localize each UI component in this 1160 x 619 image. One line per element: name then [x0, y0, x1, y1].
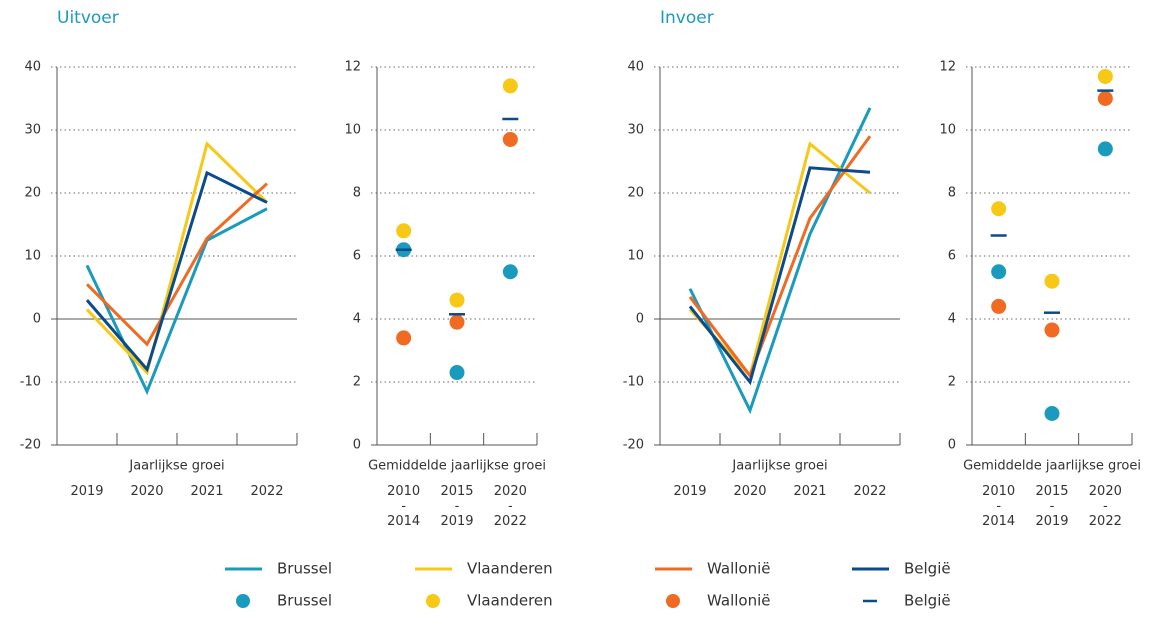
line-series — [85, 182, 269, 347]
legend-label: België — [904, 560, 951, 578]
x-tick-label: 2022 — [250, 484, 283, 499]
y-tick-label: -10 — [623, 375, 644, 390]
legend-label: Wallonië — [707, 592, 770, 610]
x-tick-label: 2010 -2014 — [387, 484, 420, 529]
y-tick-label: 10 — [24, 249, 41, 264]
line-series — [85, 140, 269, 376]
x-tick-label: 2019 — [70, 484, 103, 499]
x-tick-label: 2015 -2019 — [440, 484, 473, 529]
x-tick-label: 2020 — [130, 484, 163, 499]
dot-marker — [396, 223, 412, 239]
dot-marker — [1097, 141, 1113, 157]
legend-label: Vlaanderen — [467, 592, 553, 610]
chart-title: Uitvoer — [57, 8, 119, 28]
x-axis-label: Jaarlijkse groei — [731, 459, 827, 474]
dot-marker — [1044, 406, 1060, 421]
y-tick-label: -20 — [623, 438, 644, 453]
legend-label: Vlaanderen — [467, 560, 553, 578]
dot-marker — [991, 298, 1007, 314]
dot-marker — [1097, 68, 1113, 84]
x-tick-label: 2019 — [673, 484, 706, 499]
line-series — [688, 135, 872, 379]
legend-swatch — [426, 594, 440, 608]
dot-marker — [502, 131, 518, 147]
x-axis-label: Gemiddelde jaarlijkse groei — [963, 459, 1141, 474]
x-tick-label: 2020 -2022 — [494, 484, 527, 529]
dot-marker — [502, 78, 518, 94]
dot-marker — [449, 292, 465, 308]
y-tick-label: 0 — [636, 312, 644, 327]
y-tick-label: 40 — [627, 60, 644, 75]
y-tick-label: -10 — [20, 375, 41, 390]
line-series — [85, 207, 268, 396]
y-tick-label: 2 — [948, 375, 956, 390]
dot-marker — [991, 201, 1007, 217]
x-tick-label: 2021 — [190, 484, 223, 499]
y-tick-label: 0 — [353, 438, 361, 453]
y-tick-label: 40 — [24, 60, 41, 75]
dot-marker — [1097, 91, 1113, 106]
dot-marker — [449, 314, 465, 330]
y-tick-label: 12 — [939, 60, 956, 75]
legend-label: Wallonië — [707, 560, 770, 578]
dot-marker — [1044, 273, 1060, 289]
dot-marker — [1044, 322, 1060, 338]
y-tick-label: 10 — [627, 249, 644, 264]
legend-swatch — [666, 594, 680, 608]
legend-label: Brussel — [277, 560, 332, 578]
x-tick-label: 2021 — [793, 484, 826, 499]
dot-marker — [502, 264, 518, 280]
y-tick-label: 4 — [948, 312, 956, 327]
y-tick-label: 10 — [344, 123, 361, 138]
line-series — [85, 170, 268, 373]
legend-label: België — [904, 592, 951, 610]
legend-label: Brussel — [277, 592, 332, 610]
y-tick-label: 6 — [948, 249, 956, 264]
y-tick-label: 0 — [948, 438, 956, 453]
legend-swatch — [236, 594, 250, 608]
x-tick-label: 2020 — [733, 484, 766, 499]
y-tick-label: 2 — [353, 375, 361, 390]
y-tick-label: 20 — [24, 186, 41, 201]
x-axis-label: Jaarlijkse groei — [128, 459, 224, 474]
y-tick-label: 8 — [948, 186, 956, 201]
y-tick-label: 0 — [33, 312, 41, 327]
y-tick-label: -20 — [20, 438, 41, 453]
y-tick-label: 6 — [353, 249, 361, 264]
y-tick-label: 10 — [939, 123, 956, 138]
x-tick-label: 2015 -2019 — [1035, 484, 1068, 529]
y-tick-label: 12 — [344, 60, 361, 75]
y-tick-label: 30 — [627, 123, 644, 138]
x-axis-label: Gemiddelde jaarlijkse groei — [368, 459, 546, 474]
y-tick-label: 4 — [353, 312, 361, 327]
dot-marker — [449, 365, 465, 381]
x-tick-label: 2010 -2014 — [982, 484, 1015, 529]
chart-title: Invoer — [660, 8, 714, 28]
dot-marker — [991, 264, 1007, 280]
y-tick-label: 20 — [627, 186, 644, 201]
x-tick-label: 2020 -2022 — [1089, 484, 1122, 529]
line-series — [688, 166, 871, 386]
y-tick-label: 8 — [353, 186, 361, 201]
y-tick-label: 30 — [24, 123, 41, 138]
dot-marker — [396, 330, 412, 346]
x-tick-label: 2022 — [853, 484, 886, 499]
